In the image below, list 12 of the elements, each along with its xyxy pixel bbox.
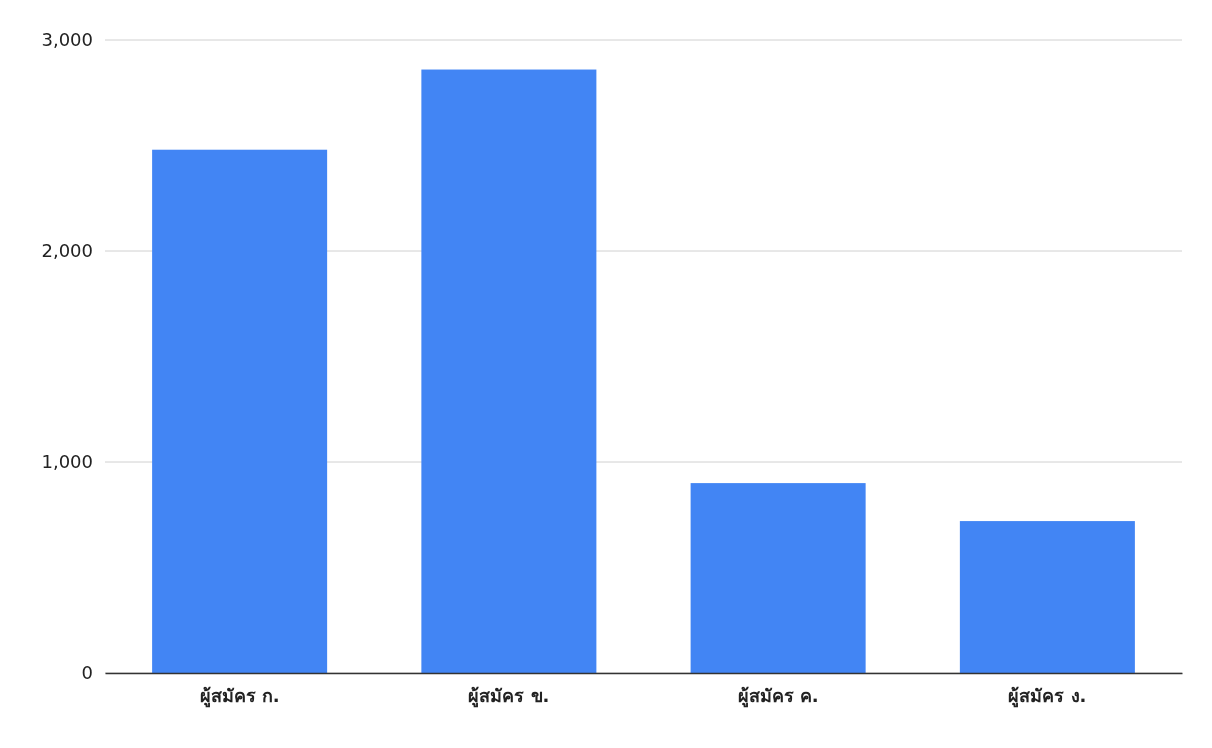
bar: [959, 521, 1135, 673]
y-tick-label: 1,000: [41, 451, 93, 473]
x-tick-label: ผู้สมัคร ค.: [737, 684, 819, 708]
x-tick-label: ผู้สมัคร ข.: [468, 684, 550, 708]
bar: [690, 483, 866, 673]
x-tick-label: ผู้สมัคร ก.: [199, 684, 280, 708]
bar: [421, 69, 597, 673]
y-tick-label: 0: [81, 662, 93, 684]
x-tick-label: ผู้สมัคร ง.: [1008, 684, 1087, 708]
y-tick-label: 3,000: [41, 29, 93, 51]
y-tick-label: 2,000: [41, 240, 93, 262]
bar: [152, 149, 328, 673]
